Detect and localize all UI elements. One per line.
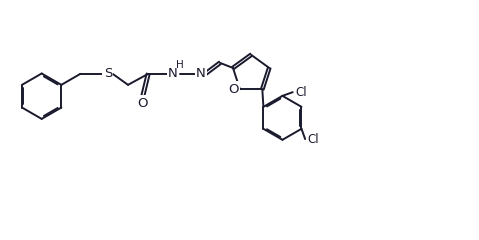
Text: H: H (176, 60, 183, 70)
Text: O: O (137, 97, 148, 110)
Text: N: N (168, 67, 178, 80)
Text: Cl: Cl (308, 132, 319, 146)
Text: S: S (103, 67, 112, 80)
Text: Cl: Cl (295, 86, 307, 99)
Text: O: O (228, 83, 239, 96)
Text: N: N (196, 67, 206, 80)
